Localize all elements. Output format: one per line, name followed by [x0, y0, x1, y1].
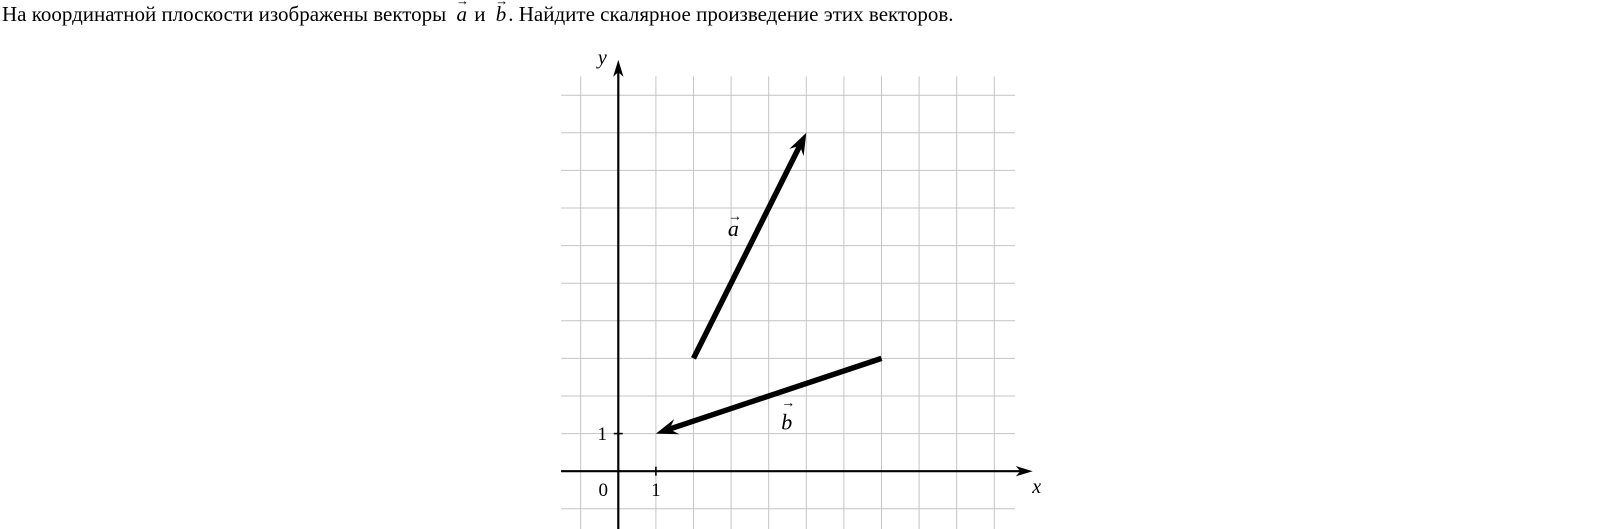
vector-a-label-arrow: → — [728, 210, 742, 225]
vector-a-label: a — [728, 216, 739, 241]
vector-b-symbol: → b — [495, 0, 509, 27]
problem-text-after: . Найдите скалярное произведение этих ве… — [508, 2, 954, 26]
vector-b-label-arrow: → — [781, 396, 795, 411]
vector-a-letter: a — [456, 2, 468, 26]
x-tick-label: 1 — [651, 480, 661, 501]
vector-a-line — [691, 142, 804, 360]
vector-b-letter: b — [495, 2, 507, 26]
problem-statement: На координатной плоскости изображены век… — [2, 0, 954, 27]
origin-label: 0 — [599, 480, 609, 501]
y-tick-label: 1 — [598, 424, 608, 445]
vector-arrow-icon: → — [495, 0, 509, 8]
vector-a-symbol: → a — [455, 0, 469, 27]
vector-b-label: b — [781, 409, 792, 434]
x-axis-label: x — [1031, 476, 1041, 498]
vector-arrow-icon: → — [455, 0, 469, 8]
vector-a-arrowhead — [789, 132, 807, 157]
x-axis-arrowhead — [1015, 466, 1033, 477]
y-axis-arrowhead — [613, 59, 624, 77]
problem-text-between: и — [469, 2, 491, 26]
problem-text-before: На координатной плоскости изображены век… — [2, 2, 452, 26]
y-axis-label: y — [596, 47, 607, 69]
vector-b-arrowhead — [655, 419, 680, 435]
vector-b-line — [666, 355, 883, 433]
